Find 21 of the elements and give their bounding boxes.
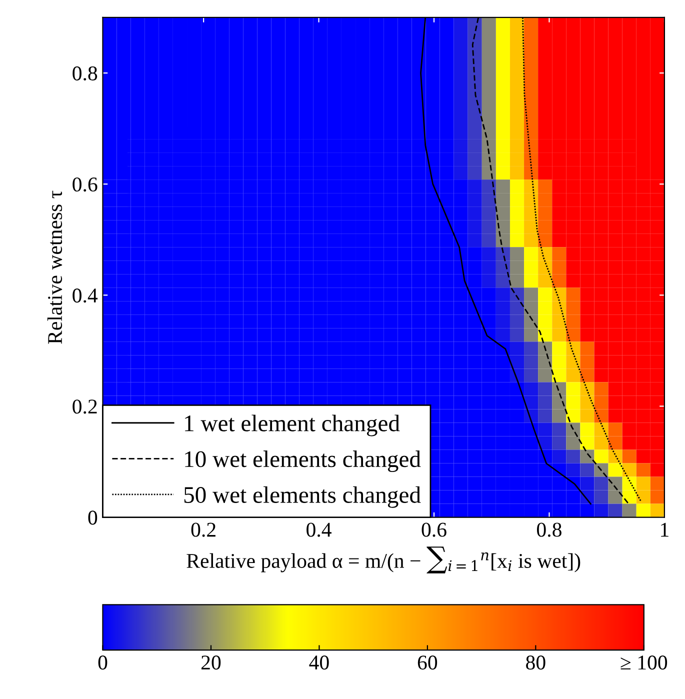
color-bar-label: 0 <box>98 656 108 670</box>
color-bar-label: 80 <box>526 656 546 670</box>
x-tick-label: 0.8 <box>537 522 562 537</box>
y-tick-label: 0.8 <box>72 66 98 81</box>
y-tick-label: 0.6 <box>72 177 98 192</box>
y-tick-label: 0.4 <box>72 288 98 303</box>
x-tick-label: 0.4 <box>306 522 332 537</box>
x-tick-label: 1 <box>661 522 668 537</box>
x-axis-title: Relative payload α = m/(n − ∑$_{i=1}$$^{n}$[x$_{i}$ is wet]) <box>186 546 580 574</box>
y-tick-label: 0 <box>88 510 98 525</box>
color-bar-label: 40 <box>309 656 329 670</box>
y-axis-title: Relative wetness τ <box>47 190 62 344</box>
legend-label: 10 wet elements changed <box>185 450 421 472</box>
legend-label: 50 wet elements changed <box>184 486 421 508</box>
legend-label: 1 wet element changed <box>185 414 400 436</box>
color-bar-label: ≥ 100 <box>620 656 668 670</box>
color-bar-label: 20 <box>201 656 221 670</box>
x-tick-label: 0.2 <box>191 522 216 537</box>
color-bar-label: 60 <box>418 656 438 670</box>
x-tick-label: 0.6 <box>422 522 446 537</box>
y-tick-label: 0.2 <box>72 400 97 414</box>
